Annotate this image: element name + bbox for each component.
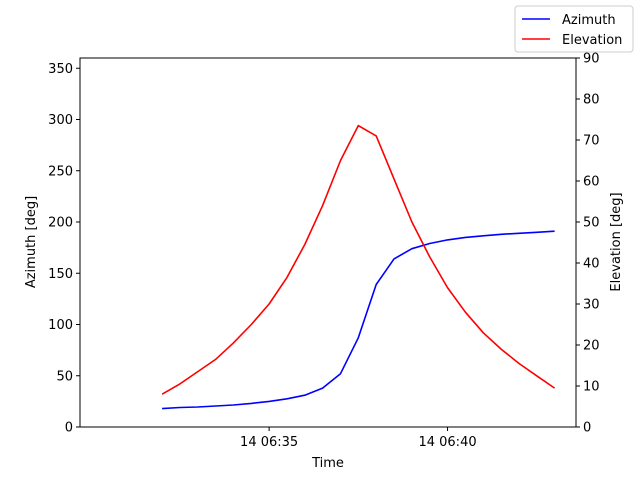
left-y-tick-label: 100: [48, 318, 73, 333]
x-tick-label: 14 06:35: [240, 435, 298, 450]
x-tick-label: 14 06:40: [418, 435, 476, 450]
left-y-tick-label: 0: [65, 421, 73, 436]
left-y-axis: 0 50 100 150 200 250 300 350: [48, 62, 80, 436]
right-y-axis: 0 10 20 30 40 50 60 70 80 90: [576, 52, 600, 436]
right-y-tick-label: 30: [583, 298, 600, 313]
right-y-tick-label: 10: [583, 380, 600, 395]
series-line-azimuth: [162, 230, 555, 410]
series-lines: [161, 124, 556, 410]
plot-frame: [79, 57, 577, 428]
right-y-tick-label: 0: [583, 421, 591, 436]
x-axis: 14 06:35 14 06:40: [240, 427, 477, 450]
left-y-tick-label: 300: [48, 113, 73, 128]
series-line-elevation: [161, 124, 556, 395]
left-y-axis-title: Azimuth [deg]: [24, 196, 39, 288]
legend-frame: [514, 5, 634, 53]
right-y-tick-label: 20: [583, 339, 600, 354]
right-y-tick-label: 80: [583, 93, 600, 108]
right-y-tick-label: 40: [583, 257, 600, 272]
left-y-tick-label: 200: [48, 216, 73, 231]
left-y-tick-label: 150: [48, 267, 73, 282]
plot-area: [79, 57, 577, 428]
legend-label-azimuth: Azimuth: [562, 13, 616, 28]
left-y-tick-label: 350: [48, 62, 73, 77]
left-y-tick-label: 50: [56, 369, 73, 384]
right-y-axis-title: Elevation [deg]: [609, 192, 624, 291]
right-y-tick-label: 50: [583, 216, 600, 231]
legend: Azimuth Elevation: [514, 5, 634, 53]
right-y-tick-label: 90: [583, 52, 600, 67]
right-y-tick-label: 60: [583, 175, 600, 190]
left-y-tick-label: 250: [48, 164, 73, 179]
x-axis-title: Time: [311, 456, 344, 471]
right-y-tick-label: 70: [583, 134, 600, 149]
legend-label-elevation: Elevation: [562, 33, 622, 48]
